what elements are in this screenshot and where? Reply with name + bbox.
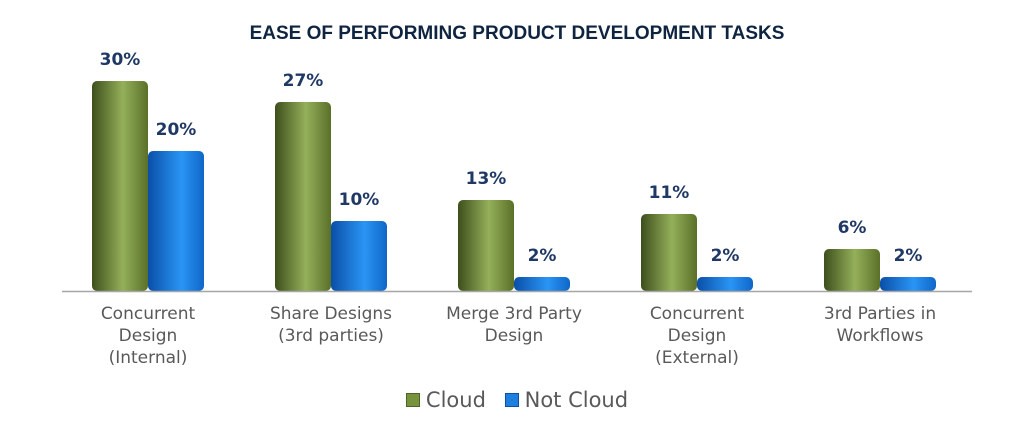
data-label: 30% [100, 50, 141, 70]
bar-cloud [641, 214, 697, 291]
category-label: Concurrent Design (External) [649, 304, 745, 368]
data-label: 10% [339, 190, 380, 210]
data-label: 2% [528, 246, 557, 266]
legend-swatch-cloud [405, 393, 420, 407]
legend-item-not-cloud: Not Cloud [504, 388, 629, 412]
bar-cloud [458, 200, 514, 291]
data-label: 6% [838, 218, 867, 238]
chart-title: EASE OF PERFORMING PRODUCT DEVELOPMENT T… [249, 23, 785, 44]
category-label: Share Designs (3rd parties) [269, 304, 392, 346]
data-label: 13% [466, 169, 507, 189]
category-label: Merge 3rd Party Design [446, 304, 582, 346]
legend-swatch-not-cloud [504, 393, 519, 407]
bar-not-cloud [514, 277, 570, 291]
bar-cloud [275, 102, 331, 291]
bar-not-cloud [697, 277, 753, 291]
data-label: 2% [711, 246, 740, 266]
category-label: Concurrent Design (Internal) [100, 304, 196, 368]
bar-cloud [824, 249, 880, 291]
legend: Cloud Not Cloud [0, 388, 1034, 412]
bar-not-cloud [880, 277, 936, 291]
category-label: 3rd Parties in Workflows [823, 304, 937, 346]
data-label: 20% [156, 120, 197, 140]
data-label: 2% [894, 246, 923, 266]
legend-label-not-cloud: Not Cloud [524, 388, 629, 412]
bar-not-cloud [331, 221, 387, 291]
data-label: 11% [649, 183, 690, 203]
bar-not-cloud [148, 151, 204, 291]
legend-label-cloud: Cloud [425, 388, 486, 412]
legend-item-cloud: Cloud [405, 388, 486, 412]
bar-cloud [92, 81, 148, 291]
data-label: 27% [283, 71, 324, 91]
